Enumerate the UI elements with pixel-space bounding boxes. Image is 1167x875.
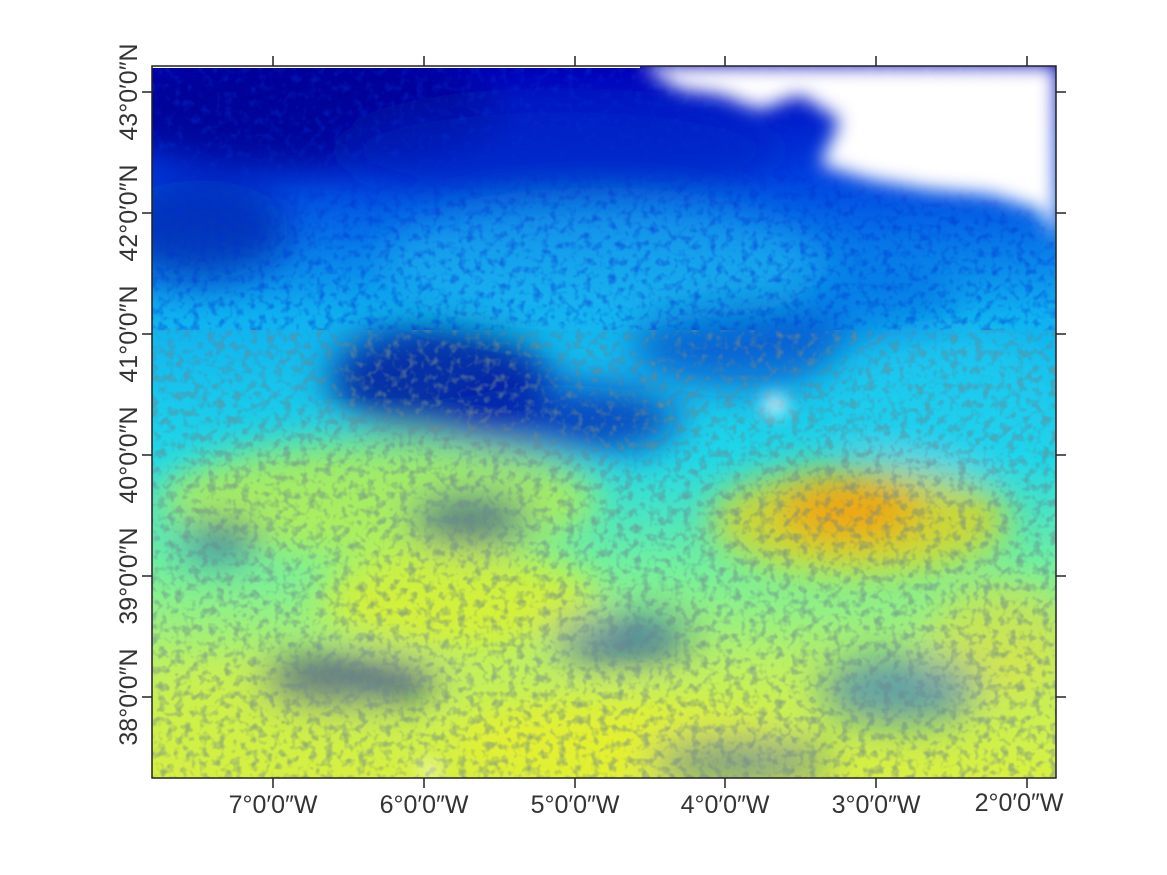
lat-label-43n: 43°0′0″N [115,43,143,140]
lon-label-5w: 5°0′0″W [531,791,620,819]
lat-label-38n: 38°0′0″N [115,648,143,745]
lon-label-2w: 2°0′0″W [975,789,1064,817]
latitude-labels: 38°0′0″N 39°0′0″N 40°0′0″N 41°0′0″N 42°0… [115,43,143,745]
longitude-ticks [272,56,1028,788]
lat-label-39n: 39°0′0″N [115,527,143,624]
lon-label-6w: 6°0′0″W [380,791,469,819]
longitude-labels: 7°0′0″W 6°0′0″W 5°0′0″W 4°0′0″W 3°0′0″W … [229,789,1064,819]
lon-label-3w: 3°0′0″W [832,791,921,819]
map-frame [151,65,1057,779]
lon-label-4w: 4°0′0″W [681,791,770,819]
lat-label-40n: 40°0′0″N [115,406,143,503]
raster-layer [152,66,1056,778]
lat-label-41n: 41°0′0″N [115,285,143,382]
lon-label-7w: 7°0′0″W [229,791,318,819]
latitude-ticks [142,91,1066,698]
lat-label-42n: 42°0′0″N [115,164,143,261]
